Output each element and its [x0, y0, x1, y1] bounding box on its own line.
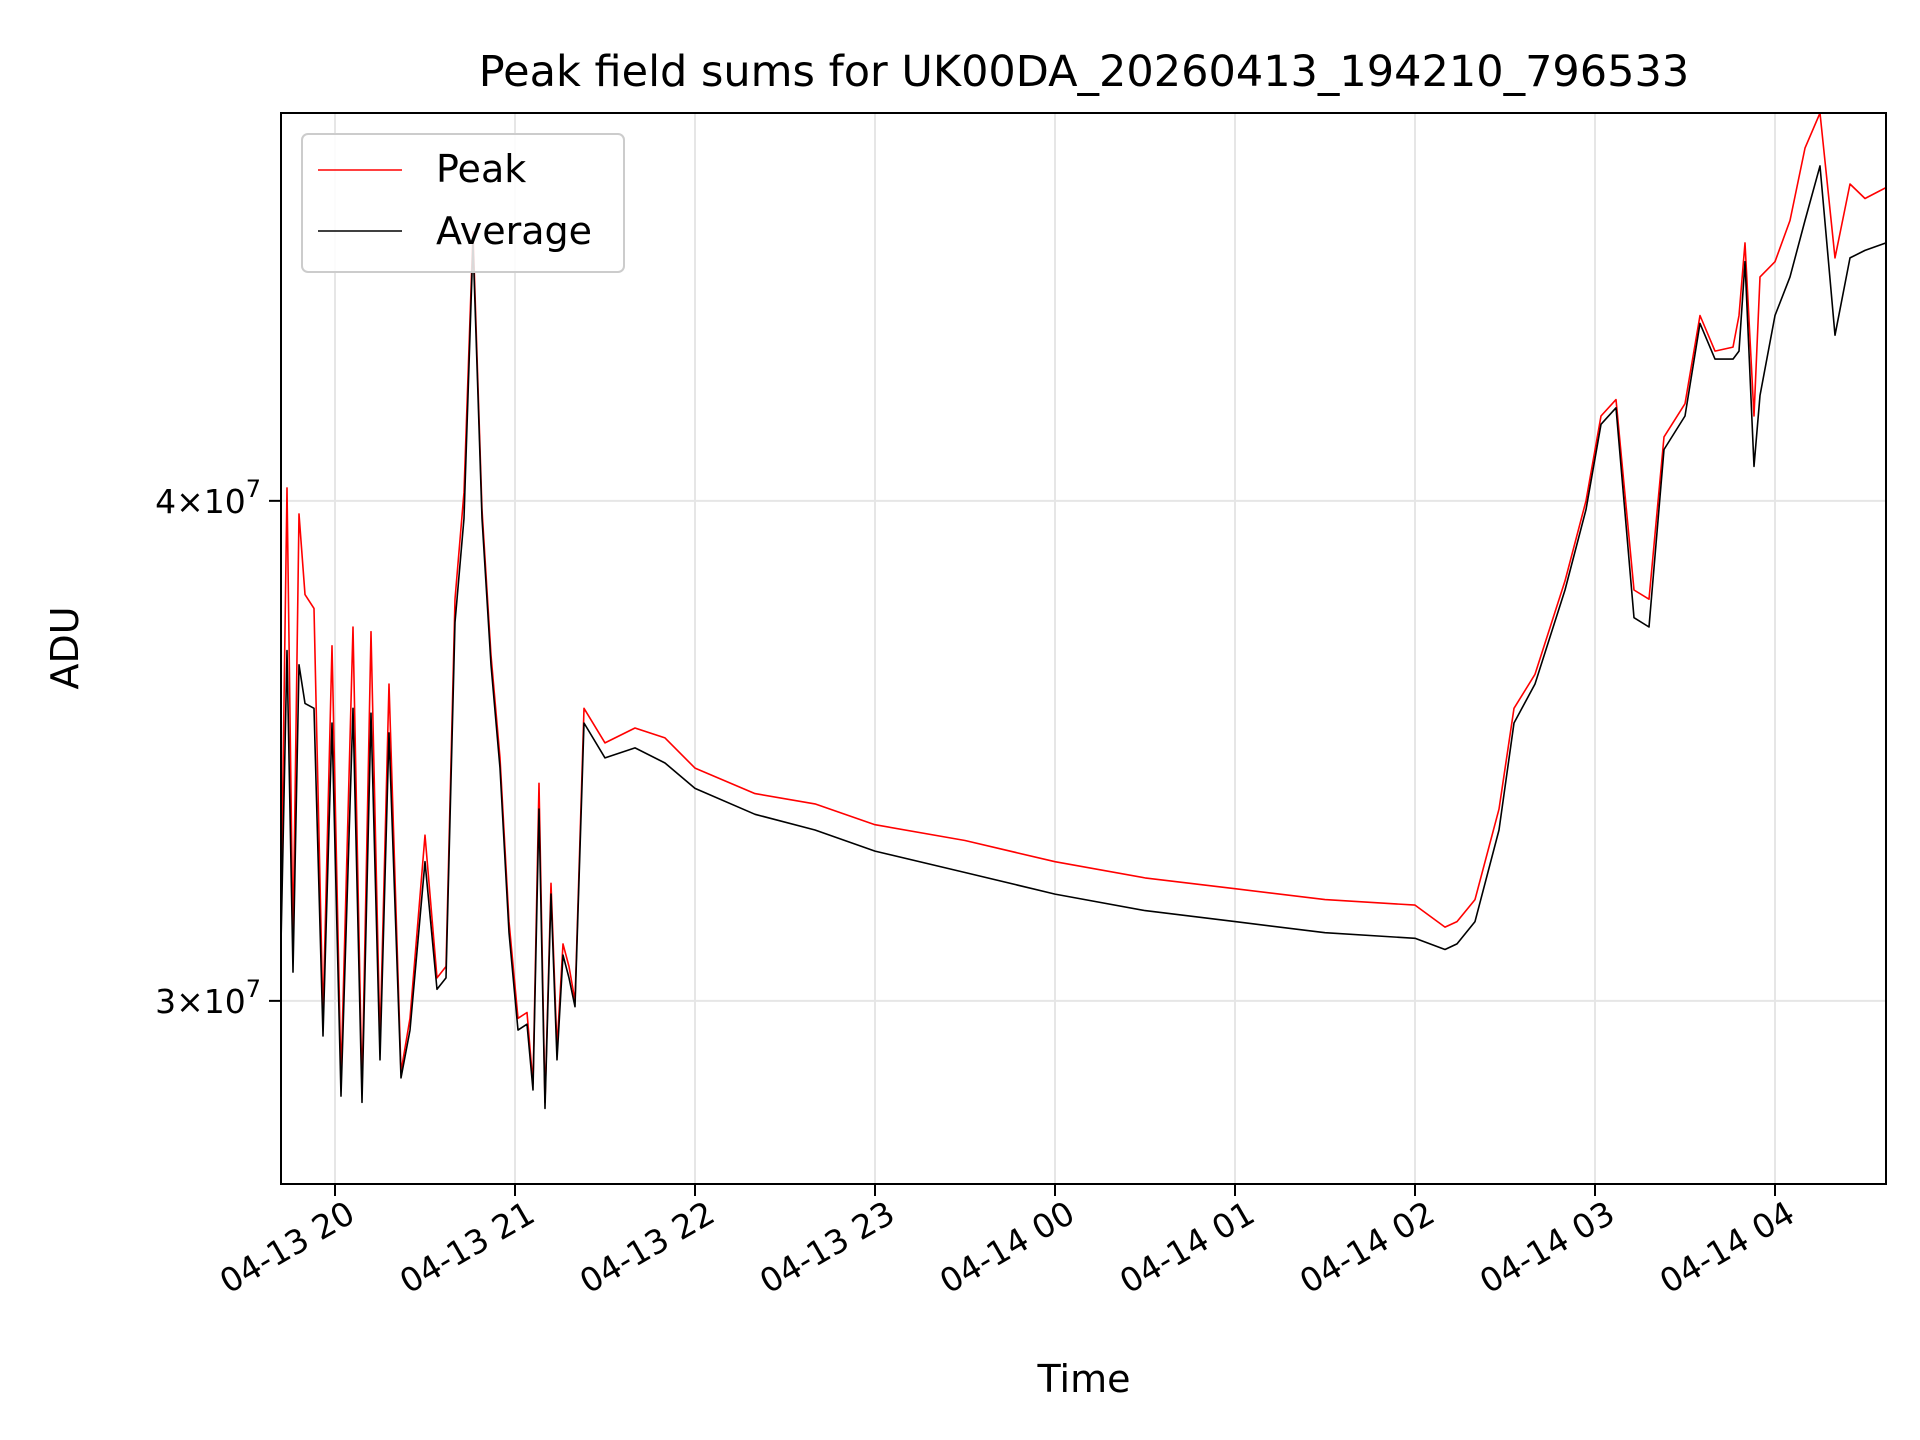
series-layer — [281, 113, 1886, 1110]
y-axis-label: ADU — [43, 606, 87, 689]
series-line-average — [281, 165, 1886, 1110]
y-tick-label: 4×107 — [155, 475, 261, 521]
y-tick-label: 3×107 — [155, 975, 261, 1021]
legend-box — [301, 133, 625, 273]
x-gridlines — [334, 113, 1776, 1184]
series-line-peak — [281, 113, 1886, 1104]
y-axis-ticks: 3×107 4×107 — [155, 475, 281, 1021]
plot-area-frame — [280, 112, 1887, 1185]
legend-label-peak: Peak — [436, 147, 526, 191]
legend: Peak Average — [301, 133, 625, 273]
legend-label-average: Average — [436, 209, 592, 253]
x-axis-label: Time — [1037, 1357, 1131, 1401]
chart-title: Peak field sums for UK00DA_20260413_1942… — [479, 47, 1689, 97]
